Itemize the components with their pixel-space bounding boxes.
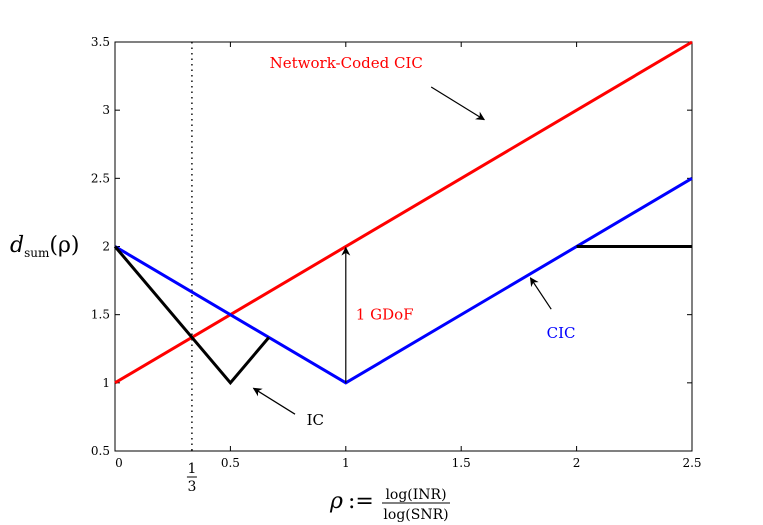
x-tick-label: 1 [342,456,350,470]
y-axis-label-argument: (ρ) [49,233,79,258]
series-line-cic [114,177,693,385]
one-third-denominator: 3 [187,479,196,495]
one-third-tick-label: 1 3 [186,461,197,495]
y-tick-label: 1.5 [91,308,110,322]
annotation-arrow-cic [529,277,552,310]
y-axis-label-subscript: sum [24,246,50,260]
annotation-label-cic: CIC [547,324,576,342]
y-axis-label-main: d [10,233,24,258]
x-axis-label-rho: ρ [329,489,343,514]
x-tick-label: 0.5 [221,456,240,470]
series-line-network-coded-cic [114,40,693,385]
annotation-layer: Network-Coded CIC CIC IC [252,54,576,429]
x-tick-label: 2.5 [682,456,701,470]
y-axis-label: dsum(ρ) [10,233,79,260]
annotation-arrow-network-coded-cic [430,86,486,121]
x-tick-label: 1.5 [452,456,471,470]
annotation-label-network-coded-cic: Network-Coded CIC [270,54,423,72]
x-axis-label-assign: := [348,489,374,514]
gap-label: 1 GDoF [356,306,414,324]
y-tick-label: 0.5 [91,444,110,458]
y-tick-label: 3.5 [91,35,110,49]
x-axis-label-numerator: log(INR) [385,487,446,503]
gap-arrow-group: 1 GDoF [341,246,414,383]
y-tick-label: 2 [102,240,110,254]
x-axis-ticks: 0 0.5 1 1.5 2 2.5 [114,42,702,470]
x-axis-label: ρ := log(INR) log(SNR) [329,487,450,523]
y-tick-label: 1 [102,376,110,390]
x-tick-label: 2 [573,456,581,470]
series-line-ic [113,245,271,386]
one-third-numerator: 1 [187,461,196,477]
annotation-arrow-ic [252,387,296,415]
annotation-label-ic: IC [307,411,324,429]
y-tick-label: 2.5 [91,171,110,185]
x-axis-label-denominator: log(SNR) [383,507,448,523]
y-tick-label: 3 [102,103,110,117]
x-tick-label: 0 [115,456,123,470]
series-layer [113,40,693,386]
svg-text:dsum(ρ): dsum(ρ) [10,233,79,260]
